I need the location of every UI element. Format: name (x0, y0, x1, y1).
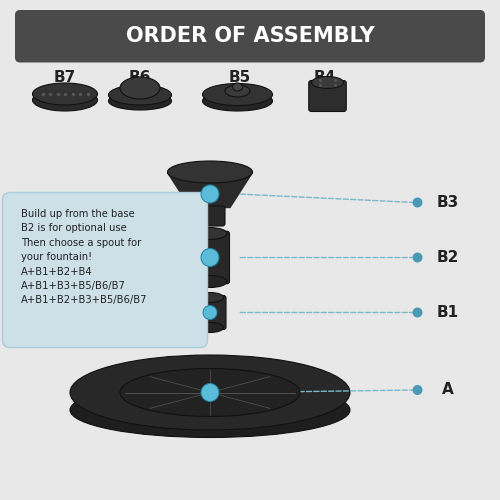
Ellipse shape (225, 85, 250, 97)
Text: B1: B1 (436, 305, 458, 320)
Circle shape (412, 308, 422, 318)
Circle shape (201, 248, 219, 266)
Text: B7: B7 (54, 70, 76, 85)
Text: B6: B6 (129, 70, 151, 85)
Polygon shape (168, 172, 252, 208)
Ellipse shape (193, 276, 227, 287)
Text: B4: B4 (314, 70, 336, 85)
Text: B2: B2 (436, 250, 458, 265)
FancyBboxPatch shape (15, 10, 485, 62)
Ellipse shape (202, 84, 272, 106)
Ellipse shape (312, 76, 344, 88)
Ellipse shape (32, 89, 98, 111)
Ellipse shape (32, 83, 98, 105)
Ellipse shape (108, 85, 172, 105)
FancyBboxPatch shape (309, 80, 346, 112)
FancyBboxPatch shape (190, 231, 230, 284)
Text: B5: B5 (229, 70, 251, 85)
Circle shape (412, 198, 422, 207)
Circle shape (203, 306, 217, 320)
FancyBboxPatch shape (194, 296, 226, 330)
Ellipse shape (202, 91, 272, 111)
Ellipse shape (196, 322, 224, 332)
Ellipse shape (196, 292, 224, 302)
Circle shape (201, 185, 219, 203)
Ellipse shape (70, 382, 350, 438)
Circle shape (412, 252, 422, 262)
Ellipse shape (120, 77, 160, 99)
FancyBboxPatch shape (195, 206, 225, 226)
Ellipse shape (193, 228, 227, 239)
Circle shape (412, 385, 422, 395)
Text: A: A (442, 382, 454, 398)
Text: Build up from the base
B2 is for optional use
Then choose a spout for
your fount: Build up from the base B2 is for optiona… (21, 209, 148, 306)
FancyBboxPatch shape (2, 192, 208, 348)
Ellipse shape (108, 92, 172, 110)
Ellipse shape (120, 368, 300, 416)
Ellipse shape (232, 83, 242, 91)
Text: ORDER OF ASSEMBLY: ORDER OF ASSEMBLY (126, 26, 374, 46)
Text: B3: B3 (436, 195, 458, 210)
Ellipse shape (168, 161, 252, 183)
Circle shape (201, 384, 219, 402)
Ellipse shape (70, 355, 350, 430)
